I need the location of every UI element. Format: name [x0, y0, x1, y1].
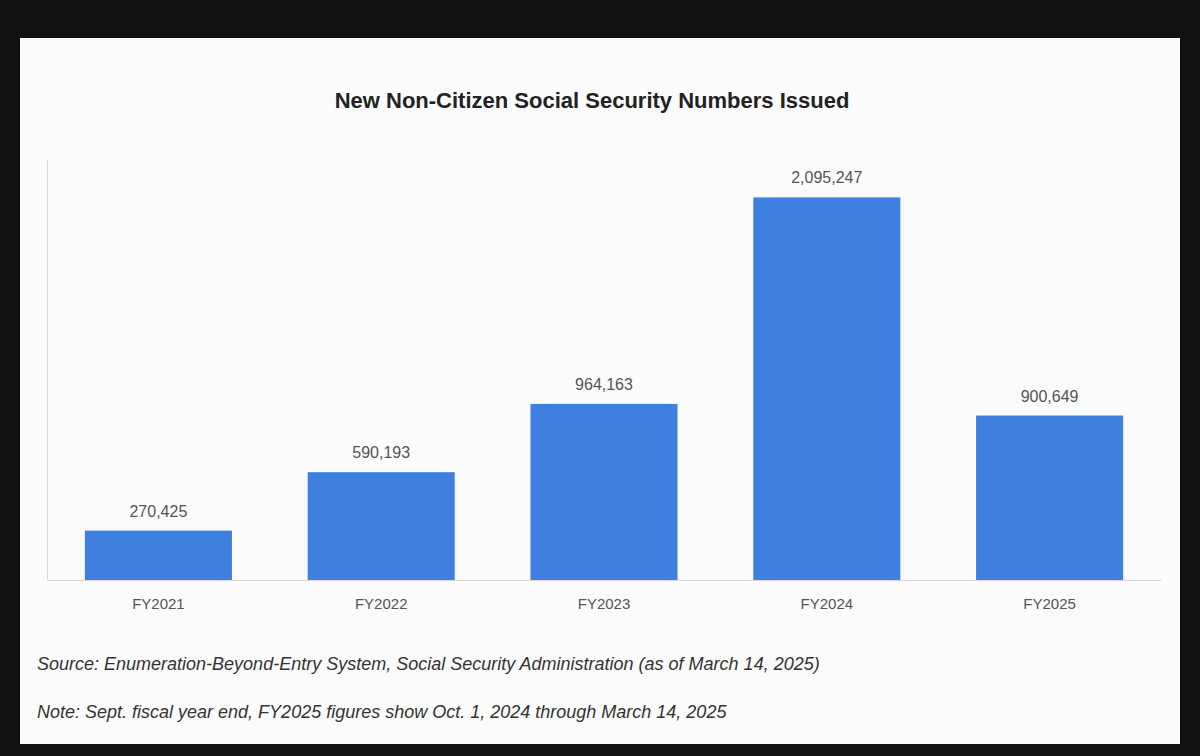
- bar: [308, 472, 455, 580]
- y-axis-line: [47, 161, 48, 581]
- bars: [85, 197, 1123, 580]
- x-tick-label: FY2023: [578, 595, 631, 612]
- y-axis: [47, 161, 48, 581]
- x-tick: FY2021: [132, 595, 185, 612]
- x-tick: FY2024: [801, 595, 854, 612]
- bar: [976, 416, 1123, 580]
- chart-root: New Non-Citizen Social Security Numbers …: [0, 0, 1200, 756]
- x-tick-label: FY2022: [355, 595, 408, 612]
- bar: [753, 197, 900, 580]
- data-label: 270,425: [129, 503, 187, 520]
- x-tick-label: FY2025: [1023, 595, 1076, 612]
- bar: [85, 531, 232, 580]
- source-note: Source: Enumeration-Beyond-Entry System,…: [37, 654, 820, 674]
- data-label: 2,095,247: [791, 169, 862, 186]
- x-axis-line: [48, 580, 1162, 581]
- x-tick: FY2023: [578, 595, 631, 612]
- x-tick-label: FY2021: [132, 595, 185, 612]
- data-label: 964,163: [575, 376, 633, 393]
- data-label: 900,649: [1021, 388, 1079, 405]
- x-axis: FY2021 FY2022 FY2023 FY2024 FY2025: [48, 581, 1162, 612]
- x-tick: FY2022: [355, 595, 408, 612]
- footnote: Note: Sept. fiscal year end, FY2025 figu…: [37, 702, 727, 722]
- screen-background: [20, 38, 1180, 744]
- data-labels: 270,425 590,193 964,163 2,095,247 900,649: [129, 169, 1078, 519]
- bar: [530, 404, 677, 580]
- data-label: 590,193: [352, 444, 410, 461]
- chart-title: New Non-Citizen Social Security Numbers …: [335, 88, 850, 113]
- x-tick: FY2025: [1023, 595, 1076, 612]
- x-tick-label: FY2024: [801, 595, 854, 612]
